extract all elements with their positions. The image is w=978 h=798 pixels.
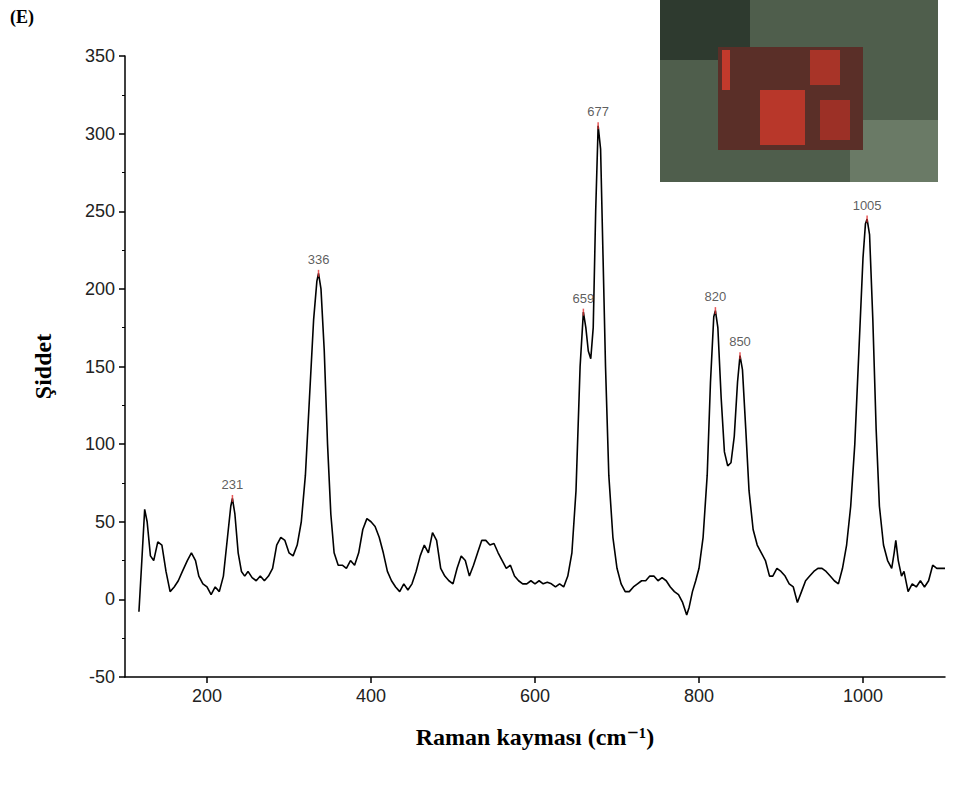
svg-text:(E): (E) (10, 7, 34, 28)
svg-text:1000: 1000 (843, 686, 883, 706)
svg-text:Şiddet: Şiddet (30, 334, 56, 399)
svg-text:200: 200 (192, 686, 222, 706)
svg-text:350: 350 (85, 46, 115, 66)
svg-text:820: 820 (705, 289, 727, 304)
svg-text:1005: 1005 (853, 198, 882, 213)
svg-text:850: 850 (729, 334, 751, 349)
svg-text:300: 300 (85, 124, 115, 144)
svg-text:150: 150 (85, 357, 115, 377)
svg-text:-50: -50 (89, 667, 115, 687)
svg-text:800: 800 (684, 686, 714, 706)
svg-text:400: 400 (356, 686, 386, 706)
svg-text:336: 336 (308, 252, 330, 267)
svg-text:250: 250 (85, 201, 115, 221)
svg-text:0: 0 (105, 589, 115, 609)
svg-text:100: 100 (85, 434, 115, 454)
svg-text:600: 600 (520, 686, 550, 706)
svg-text:677: 677 (587, 104, 609, 119)
svg-text:Raman kayması (cm⁻¹): Raman kayması (cm⁻¹) (416, 724, 655, 750)
svg-text:200: 200 (85, 279, 115, 299)
svg-text:659: 659 (573, 291, 595, 306)
svg-text:50: 50 (95, 512, 115, 532)
svg-text:231: 231 (222, 477, 244, 492)
